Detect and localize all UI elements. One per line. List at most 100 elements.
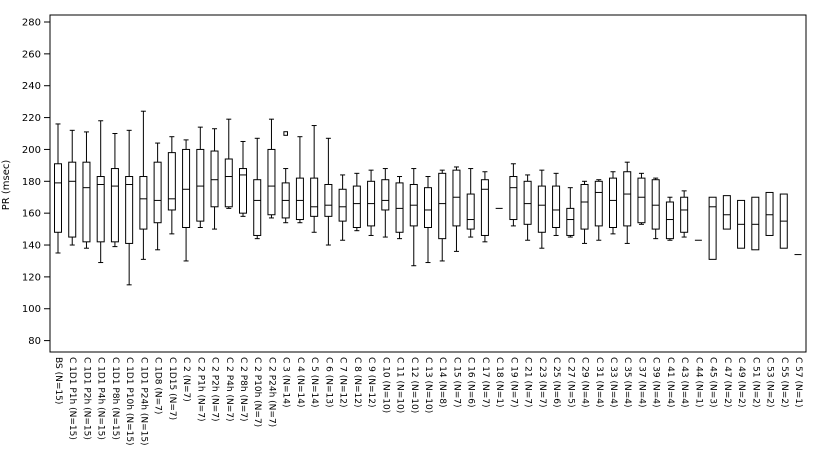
- x-axis-label: C 23 (N=7): [537, 357, 547, 407]
- box-group: [295, 136, 304, 224]
- x-axis-label: C 15 (N=7): [451, 357, 461, 407]
- iqr-box: [82, 161, 91, 243]
- iqr-box: [196, 148, 205, 222]
- x-axis-label: C 25 (N=6): [551, 357, 561, 407]
- x-axis-label: C 1D15 (N=7): [167, 357, 177, 420]
- iqr-box: [125, 176, 134, 244]
- x-axis-label: C 10 (N=10): [380, 357, 390, 413]
- box-group: [139, 110, 148, 260]
- iqr-box: [594, 180, 603, 227]
- x-axis-label: C 1D1 P24h (N=15): [138, 357, 148, 446]
- box-group: [552, 172, 561, 236]
- box-group: [324, 137, 333, 246]
- x-axis-label: C 43 (N=4): [679, 357, 689, 407]
- x-axis-label: C 21 (N=7): [523, 357, 533, 407]
- x-axis-label: C 2 P10h (N=7): [252, 357, 262, 427]
- iqr-box: [381, 179, 390, 211]
- box-group: [338, 174, 347, 241]
- x-axis-label: C 1D1 P1h (N=15): [67, 357, 77, 440]
- box-group: [765, 191, 774, 236]
- box-group: [665, 196, 674, 241]
- x-axis-label: C 17 (N=7): [480, 357, 490, 407]
- box-group: [509, 163, 518, 227]
- box-group: [239, 140, 247, 217]
- iqr-box: [509, 176, 518, 221]
- x-axis-label: C 4 (N=14): [295, 357, 305, 407]
- box-group: [210, 128, 219, 230]
- iqr-box: [153, 161, 162, 224]
- iqr-box: [637, 177, 646, 224]
- box-group: [367, 169, 376, 236]
- box-group: [751, 196, 760, 251]
- x-axis-label: C 37 (N=4): [636, 357, 646, 407]
- box-group: [779, 193, 788, 249]
- box-group: [466, 168, 475, 238]
- x-axis-label: C 12 (N=10): [409, 357, 419, 413]
- iqr-box: [751, 196, 760, 251]
- iqr-box: [139, 176, 148, 230]
- box-group: [424, 176, 432, 264]
- iqr-box: [395, 182, 404, 233]
- x-axis-label: C 1D1 P4h (N=15): [96, 357, 106, 440]
- iqr-box: [580, 183, 589, 230]
- box-group: [182, 139, 191, 262]
- iqr-box: [537, 185, 546, 233]
- iqr-box: [54, 163, 62, 233]
- x-axis-label: C 3 (N=14): [281, 357, 291, 407]
- box-group: [196, 126, 205, 228]
- y-tick-label: 240: [22, 81, 41, 92]
- iqr-box: [552, 185, 561, 228]
- x-axis-label: C 9 (N=12): [366, 357, 376, 407]
- iqr-box: [239, 168, 247, 214]
- y-tick-label: 220: [22, 113, 41, 124]
- y-tick-label: 260: [22, 49, 41, 60]
- x-axis-label: C 1D8 (N=7): [153, 357, 163, 414]
- x-axis-label: C 1D1 P10h (N=15): [124, 357, 134, 446]
- x-axis-label: C 7 (N=12): [338, 357, 348, 407]
- x-axis-label: C 27 (N=5): [565, 357, 575, 407]
- iqr-box: [224, 158, 233, 208]
- x-axis-label: C 6 (N=13): [323, 357, 333, 407]
- box-group: [680, 190, 689, 238]
- box-group: [452, 166, 461, 252]
- x-axis-label: C 49 (N=2): [736, 357, 746, 407]
- box-group: [523, 174, 532, 241]
- x-axis-label: C 31 (N=4): [594, 357, 604, 407]
- x-axis-label: C 16 (N=6): [466, 357, 476, 407]
- box-group: [623, 161, 632, 244]
- x-axis-label: C 51 (N=2): [750, 357, 760, 407]
- box-group: [224, 118, 233, 209]
- iqr-box: [680, 196, 689, 233]
- x-axis-label: C 2 (N=7): [181, 357, 191, 402]
- box-group: [708, 196, 717, 260]
- x-axis-label: C 45 (N=3): [708, 357, 718, 407]
- iqr-box: [182, 148, 191, 228]
- box-group: [537, 169, 546, 249]
- box-group: [110, 133, 119, 248]
- box-group: [409, 168, 418, 267]
- x-axis-label: C 55 (N=2): [779, 357, 789, 407]
- iqr-box: [295, 177, 304, 221]
- box-group: [54, 123, 62, 254]
- box-group: [480, 171, 489, 243]
- iqr-box: [623, 171, 632, 227]
- iqr-box: [324, 183, 333, 217]
- iqr-box: [523, 180, 532, 225]
- iqr-box: [110, 168, 119, 243]
- y-tick-label: 200: [22, 145, 41, 156]
- x-axis-label: C 41 (N=4): [665, 357, 675, 407]
- x-axis-label: C 18 (N=1): [494, 357, 504, 407]
- x-axis-label: C 53 (N=2): [765, 357, 775, 407]
- iqr-box: [480, 179, 489, 236]
- x-axis-label: C 1D1 P2h (N=15): [81, 357, 91, 440]
- iqr-box: [452, 169, 461, 227]
- x-axis-label: C 19 (N=7): [508, 357, 518, 407]
- boxes: [54, 110, 802, 286]
- box-group: [637, 172, 646, 225]
- x-axis-label: C 29 (N=4): [580, 357, 590, 407]
- plot-frame: [49, 14, 807, 353]
- box-group: [253, 137, 262, 240]
- x-axis-label: C 35 (N=4): [622, 357, 632, 407]
- box-group: [438, 169, 447, 262]
